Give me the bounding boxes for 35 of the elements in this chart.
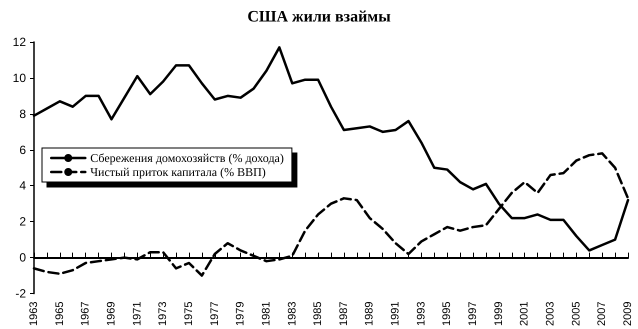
x-tick-label: 1971 — [131, 302, 144, 326]
x-tick-label: 1999 — [492, 302, 505, 326]
x-tick-label: 1981 — [260, 302, 272, 326]
x-tick-label: 2009 — [622, 302, 634, 326]
x-tick-label: 1987 — [338, 302, 350, 326]
y-tick-label: 6 — [19, 142, 26, 157]
x-tick-label: 2005 — [570, 302, 582, 326]
x-tick-label: 1993 — [415, 302, 428, 326]
x-tick-label: 1995 — [441, 302, 454, 326]
x-tick-label: 1975 — [182, 302, 195, 326]
legend-label: Сбережения домохозяйств (% дохода) — [90, 151, 284, 165]
x-tick-label: 1963 — [28, 302, 40, 326]
x-tick-label: 1997 — [467, 302, 480, 326]
y-tick-label: 12 — [12, 35, 26, 49]
x-tick-label: 1979 — [234, 302, 247, 326]
x-tick-label: 1969 — [105, 302, 118, 326]
x-tick-label: 1973 — [157, 302, 170, 326]
y-tick-label: -2 — [15, 286, 26, 301]
y-tick-label: 0 — [19, 250, 26, 265]
x-tick-label: 1977 — [208, 302, 221, 326]
x-tick-label: 1983 — [286, 302, 298, 326]
x-tick-label: 1985 — [312, 302, 324, 326]
y-tick-label: 8 — [19, 106, 26, 121]
x-tick-label: 1967 — [80, 302, 92, 326]
x-tick-label: 2003 — [544, 302, 557, 326]
x-tick-label: 2001 — [518, 302, 531, 326]
x-tick-label: 1991 — [390, 302, 402, 326]
y-tick-label: 2 — [19, 214, 26, 229]
chart-title: США жили взаймы — [247, 8, 392, 26]
x-tick-label: 2007 — [596, 302, 608, 326]
x-tick-label: 1965 — [54, 302, 66, 326]
y-tick-label: 10 — [12, 70, 26, 85]
y-tick-label: 4 — [19, 178, 26, 193]
legend-label: Чистый приток капитала (% ВВП) — [90, 165, 266, 179]
x-tick-label: 1989 — [364, 302, 376, 326]
